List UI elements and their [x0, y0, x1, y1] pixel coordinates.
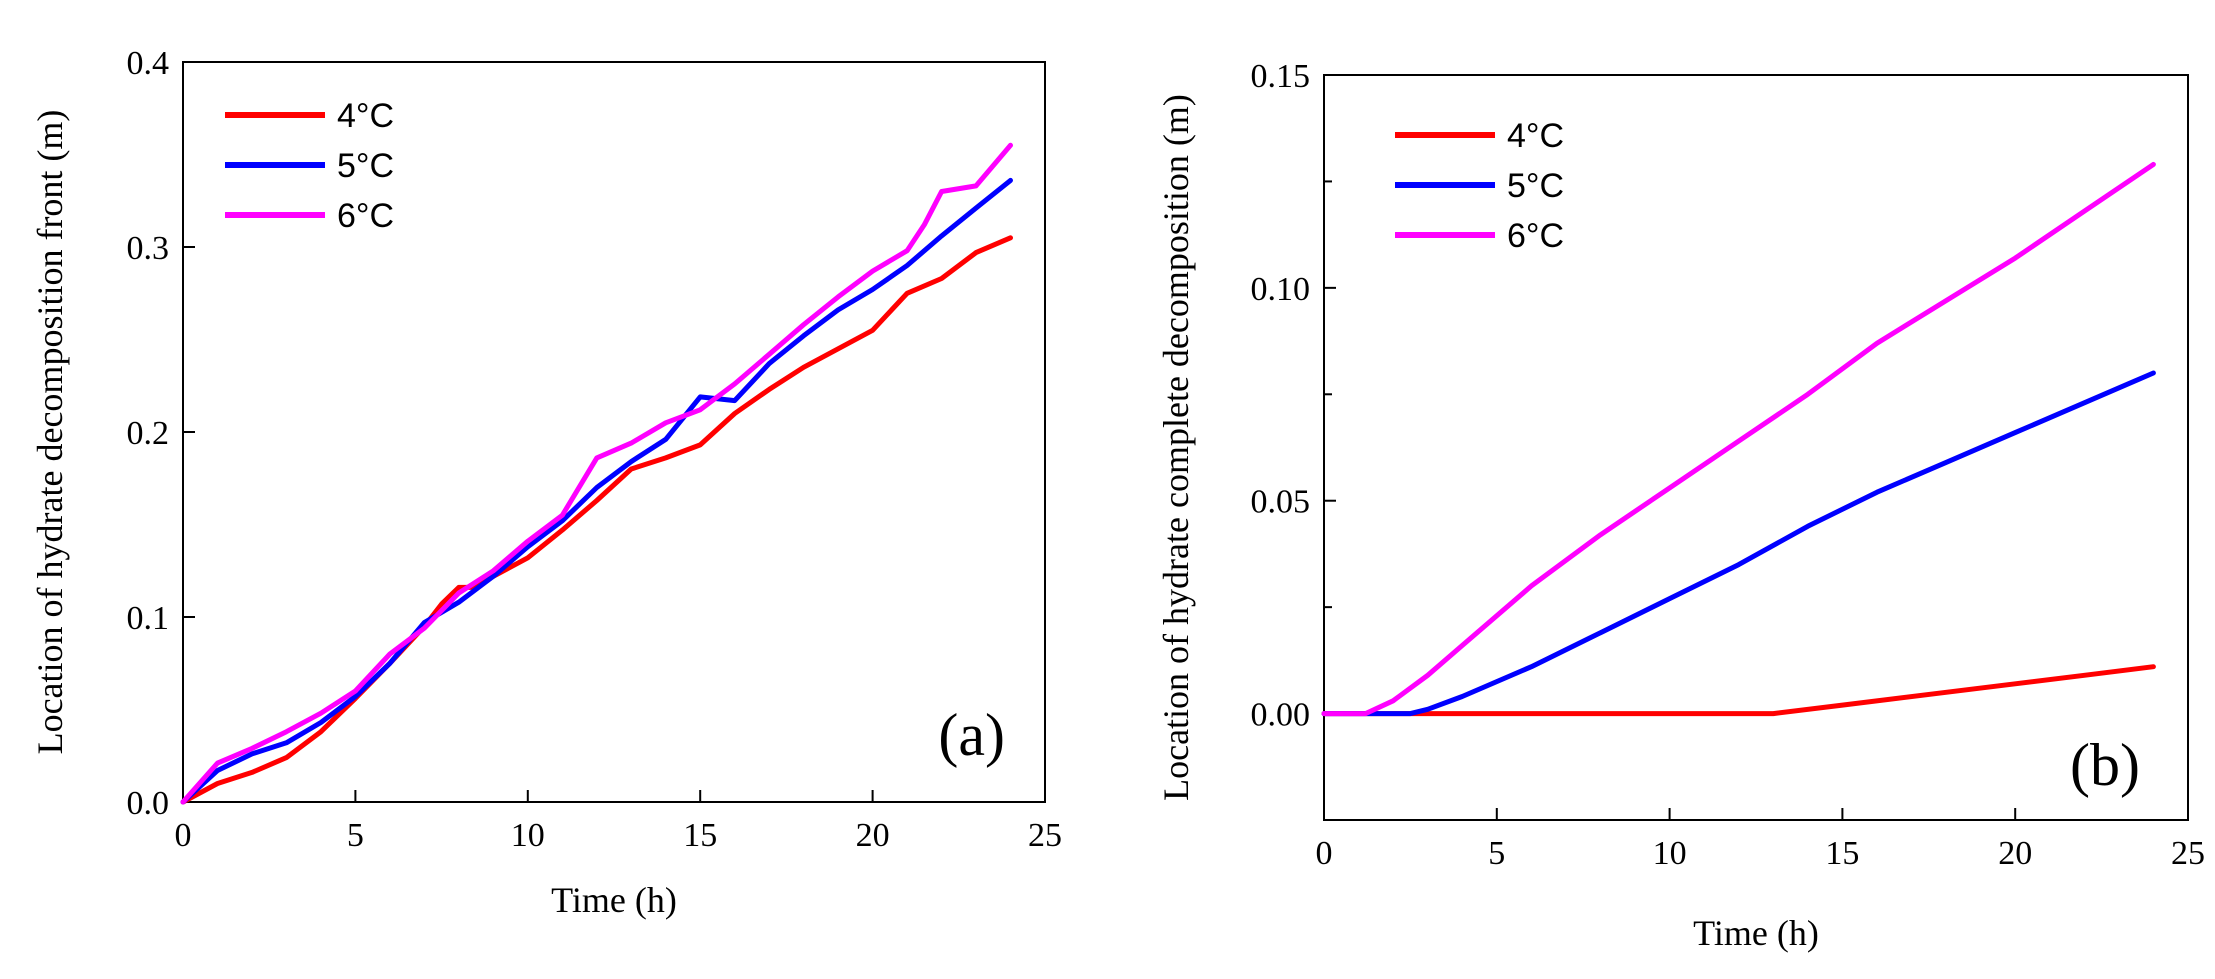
x-tick-label: 25 — [2171, 835, 2205, 872]
legend-label: 4°C — [337, 97, 394, 135]
y-tick-label: 0.1 — [127, 600, 170, 637]
y-tick-label: 0.15 — [1251, 58, 1311, 95]
legend-label: 4°C — [1507, 117, 1564, 155]
series-line-2 — [1321, 370, 2156, 717]
x-tick-label: 15 — [1825, 835, 1859, 872]
x-tick-label: 20 — [1998, 835, 2032, 872]
series-line-3 — [1321, 161, 2156, 717]
y-tick-label: 0.0 — [127, 785, 170, 822]
series-line-1 — [1321, 664, 2156, 717]
x-tick-label: 20 — [856, 817, 890, 854]
legend-label: 6°C — [337, 197, 394, 235]
y-tick-label: 0.00 — [1251, 697, 1311, 734]
x-axis-title: Time (h) — [551, 880, 677, 920]
panel-label: (a) — [938, 702, 1005, 768]
series-line-2 — [180, 177, 1013, 805]
y-axis-title: Location of hydrate decomposition front … — [30, 110, 70, 755]
x-tick-label: 0 — [175, 817, 192, 854]
x-tick-label: 10 — [1653, 835, 1687, 872]
x-tick-label: 0 — [1316, 835, 1333, 872]
plot-frame — [1323, 74, 2189, 821]
x-tick-label: 15 — [683, 817, 717, 854]
x-tick-label: 5 — [1488, 835, 1505, 872]
y-tick-label: 0.4 — [127, 45, 170, 82]
x-tick-label: 10 — [511, 817, 545, 854]
y-tick-label: 0.10 — [1251, 271, 1311, 308]
y-tick-label: 0.2 — [127, 415, 170, 452]
legend-label: 5°C — [1507, 167, 1564, 205]
y-tick-label: 0.05 — [1251, 484, 1311, 521]
legend-label: 6°C — [1507, 217, 1564, 255]
y-axis-title: Location of hydrate complete decompositi… — [1156, 94, 1196, 801]
y-tick-label: 0.3 — [127, 230, 170, 267]
x-tick-label: 5 — [347, 817, 364, 854]
legend-label: 5°C — [337, 147, 394, 185]
x-tick-label: 25 — [1028, 817, 1062, 854]
chart-a: 0 5 10 15 20 25 0.0 0.1 0.2 0.3 0.4 Time (h) Locatio… — [30, 45, 1062, 920]
plot-frame — [182, 61, 1046, 803]
series-line-1 — [180, 235, 1013, 805]
panel-label: (b) — [2070, 732, 2140, 798]
x-axis-title: Time (h) — [1693, 913, 1819, 953]
series-line-3 — [180, 142, 1013, 805]
chart-b: 0 5 10 15 20 25 0.00 0.05 0.10 0.15 Time (h) Locati… — [1156, 58, 2205, 953]
